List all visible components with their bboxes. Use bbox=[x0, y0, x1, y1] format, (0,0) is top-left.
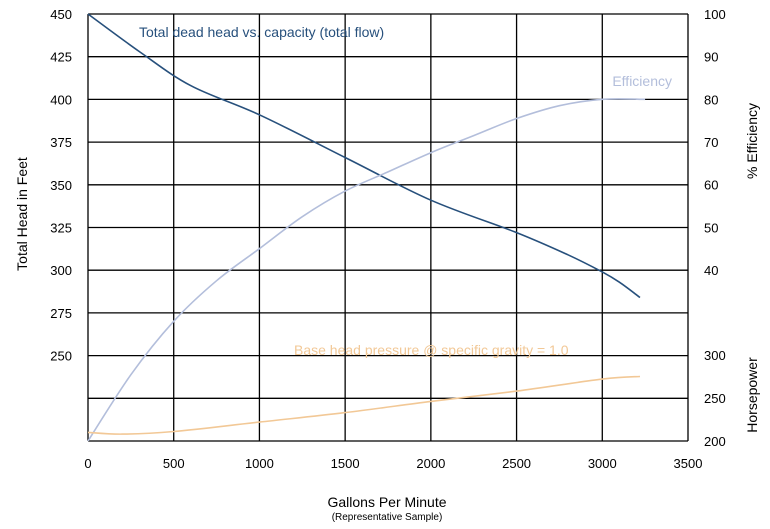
left-tick-label: 425 bbox=[50, 50, 72, 65]
x-tick-label: 1000 bbox=[245, 456, 274, 471]
x-tick-label: 2500 bbox=[502, 456, 531, 471]
left-tick-label: 325 bbox=[50, 221, 72, 236]
left-axis-title: Total Head in Feet bbox=[14, 157, 30, 271]
x-tick-label: 0 bbox=[84, 456, 91, 471]
x-tick-label: 3500 bbox=[674, 456, 703, 471]
right-axis-title-horsepower: Horsepower bbox=[744, 357, 760, 433]
left-tick-label: 300 bbox=[50, 263, 72, 278]
x-axis-subtitle: (Representative Sample) bbox=[332, 512, 443, 523]
series-label-base-head-pressure: Base head pressure @ specific gravity = … bbox=[294, 342, 569, 358]
base-head-pressure-line bbox=[87, 375, 641, 435]
left-tick-label: 350 bbox=[50, 178, 72, 193]
x-axis-title: Gallons Per Minute bbox=[327, 494, 446, 510]
left-tick-label: 250 bbox=[50, 349, 72, 364]
right-efficiency-tick-label: 80 bbox=[704, 92, 718, 107]
series-label-efficiency: Efficiency bbox=[612, 73, 672, 89]
total-dead-head-line bbox=[87, 13, 641, 299]
right-efficiency-tick-label: 70 bbox=[704, 135, 718, 150]
right-efficiency-tick-label: 60 bbox=[704, 178, 718, 193]
x-tick-label: 500 bbox=[163, 456, 185, 471]
right-horsepower-tick-label: 300 bbox=[704, 348, 726, 363]
efficiency-line bbox=[87, 98, 646, 442]
x-tick-label: 2000 bbox=[416, 456, 445, 471]
x-tick-label: 1500 bbox=[331, 456, 360, 471]
right-efficiency-tick-label: 100 bbox=[704, 7, 726, 22]
labels: 0 500 1000 1500 2000 2500 3000 3500 250 275 300 325… bbox=[50, 7, 725, 471]
right-efficiency-tick-label: 40 bbox=[704, 263, 718, 278]
right-efficiency-tick-label: 90 bbox=[704, 50, 718, 65]
right-horsepower-tick-label: 250 bbox=[704, 391, 726, 406]
right-axis-title-efficiency: % Efficiency bbox=[744, 103, 760, 179]
left-tick-label: 375 bbox=[50, 135, 72, 150]
left-tick-label: 450 bbox=[50, 7, 72, 22]
x-tick-label: 3000 bbox=[588, 456, 617, 471]
series-lines bbox=[87, 13, 646, 442]
right-efficiency-tick-label: 50 bbox=[704, 220, 718, 235]
left-tick-label: 400 bbox=[50, 92, 72, 107]
grid bbox=[87, 13, 689, 442]
series-label-total-dead-head: Total dead head vs. capacity (total flow… bbox=[139, 24, 384, 40]
right-horsepower-tick-label: 200 bbox=[704, 434, 726, 449]
left-tick-label: 275 bbox=[50, 306, 72, 321]
